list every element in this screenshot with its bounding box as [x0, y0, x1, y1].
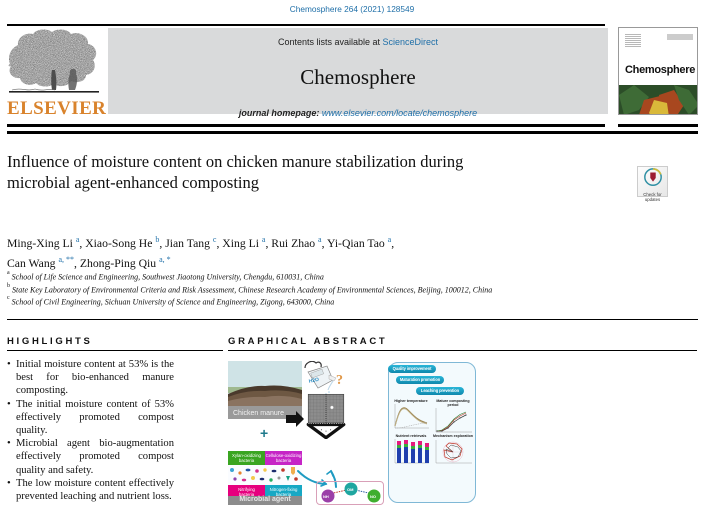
svg-text:OM: OM [347, 487, 354, 492]
svg-text:NH: NH [323, 494, 329, 499]
svg-text:NO: NO [370, 494, 376, 499]
svg-text:Chicken manure: Chicken manure [233, 410, 284, 417]
